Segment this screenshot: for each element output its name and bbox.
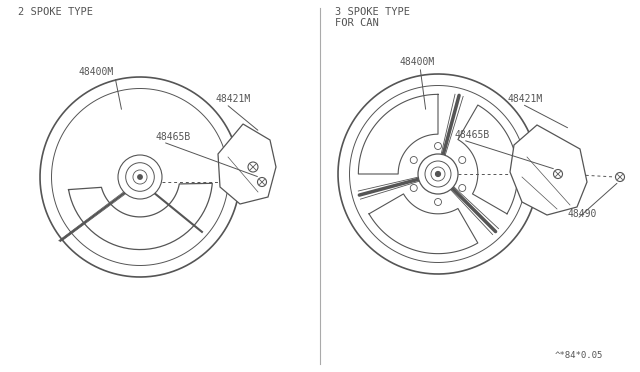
Text: 48400M: 48400M [400,57,435,67]
Circle shape [248,162,258,172]
Circle shape [257,177,266,186]
Polygon shape [458,105,518,214]
Polygon shape [369,194,478,254]
Circle shape [431,167,445,181]
Circle shape [459,157,466,164]
Text: 48421M: 48421M [215,94,250,104]
Circle shape [554,170,563,179]
Polygon shape [68,183,212,250]
Circle shape [435,142,442,150]
Circle shape [118,155,162,199]
Polygon shape [358,94,438,174]
Polygon shape [218,124,276,204]
Circle shape [418,154,458,194]
Text: 48490: 48490 [568,209,597,219]
Circle shape [133,170,147,184]
Text: 48400M: 48400M [78,67,113,77]
Circle shape [138,175,142,179]
Circle shape [425,161,451,187]
Circle shape [616,173,625,182]
Text: 3 SPOKE TYPE: 3 SPOKE TYPE [335,7,410,17]
Circle shape [435,199,442,205]
Circle shape [125,163,154,191]
Circle shape [410,185,417,192]
Text: 48465B: 48465B [155,132,190,142]
Text: 2 SPOKE TYPE: 2 SPOKE TYPE [18,7,93,17]
Text: ^*84*0.05: ^*84*0.05 [555,351,604,360]
Circle shape [410,157,417,164]
Circle shape [436,171,440,176]
Text: 48465B: 48465B [455,130,490,140]
Text: FOR CAN: FOR CAN [335,18,379,28]
Polygon shape [510,125,587,215]
Text: 48421M: 48421M [508,94,543,104]
Circle shape [459,185,466,192]
